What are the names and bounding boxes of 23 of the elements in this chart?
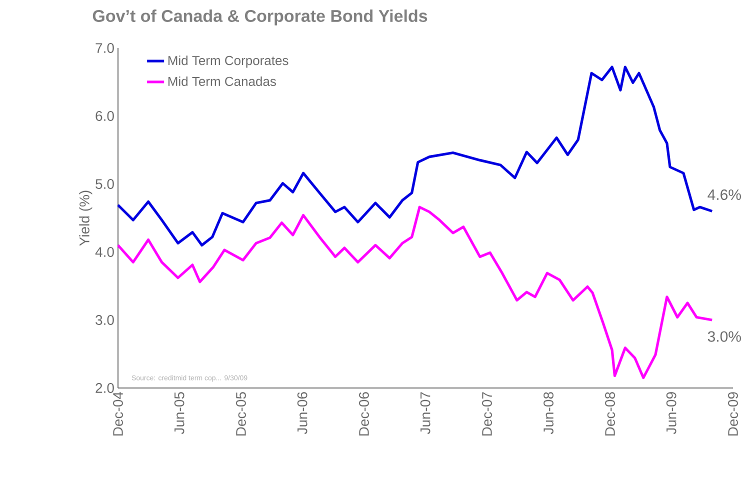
x-tick-label: Dec-06 — [359, 392, 369, 436]
x-tick-label: Jun-06 — [297, 392, 308, 434]
y-tick-label: 4.0 — [95, 247, 114, 257]
legend-label: Mid Term Canadas — [168, 76, 276, 86]
legend-label: Mid Term Corporates — [168, 56, 288, 68]
y-axis-title: Yield (%) — [79, 190, 92, 246]
x-tick-label: Jun-09 — [666, 392, 676, 434]
chart-title: Gov’t of Canada & Corporate Bond Yields — [92, 10, 428, 26]
annotation: 4.6% — [708, 189, 741, 200]
x-tick-label: Dec-07 — [482, 392, 492, 436]
x-tick-label: Dec-09 — [728, 392, 738, 436]
x-tick-label: Jun-07 — [420, 392, 430, 434]
x-tick-label: Dec-08 — [605, 392, 615, 436]
x-tick-label: Jun-08 — [544, 392, 554, 434]
x-tick-label: Dec-04 — [113, 392, 123, 436]
y-tick-label: 6.0 — [96, 111, 114, 121]
x-tick-label: Dec-05 — [236, 392, 246, 436]
y-tick-label: 3.0 — [96, 315, 114, 325]
x-tick-label: Jun-05 — [174, 392, 184, 434]
y-tick-label: 2.0 — [96, 383, 114, 393]
annotation: 3.0% — [708, 331, 741, 342]
y-tick-label: 7.0 — [96, 43, 114, 53]
y-tick-label: 5.0 — [96, 179, 114, 189]
